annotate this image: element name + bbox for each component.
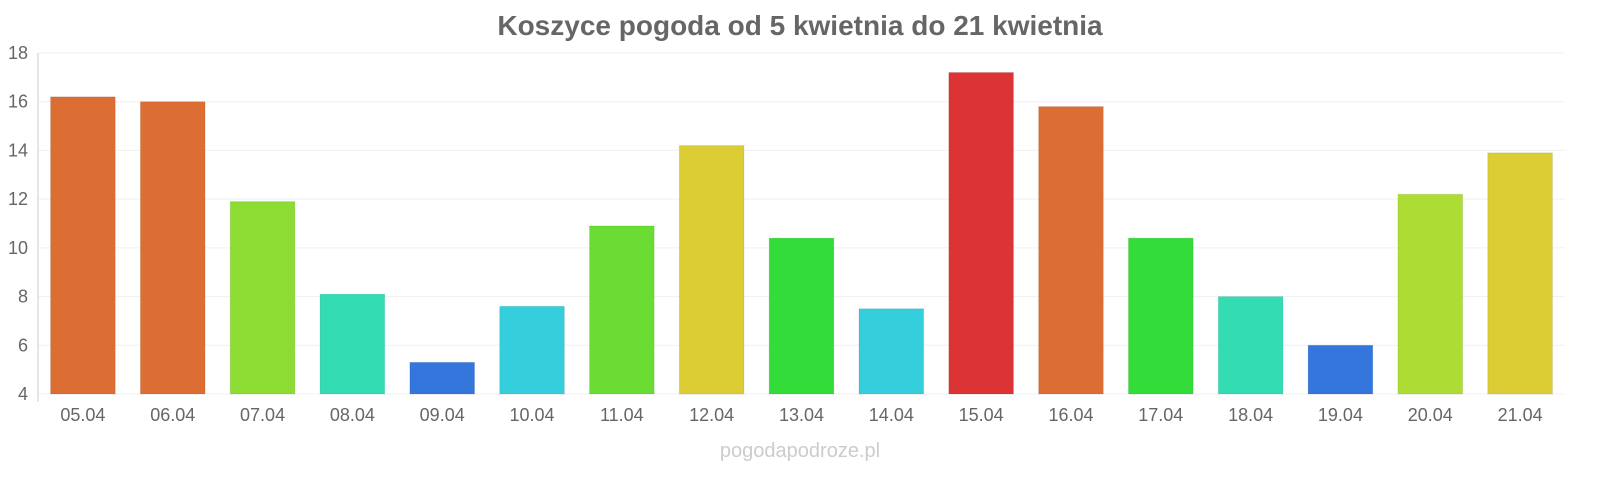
- x-tick-label: 10.04: [510, 405, 555, 425]
- x-tick-label: 08.04: [330, 405, 375, 425]
- x-tick-label: 13.04: [779, 405, 824, 425]
- y-tick-label: 8: [18, 287, 28, 307]
- x-tick-label: 17.04: [1138, 405, 1183, 425]
- bar-17-04: [1127, 237, 1194, 395]
- bar-07-04: [229, 201, 296, 395]
- bar-08-04: [319, 293, 386, 395]
- x-tick-label: 21.04: [1498, 405, 1543, 425]
- bar-21-04: [1487, 152, 1553, 395]
- bar-20-04: [1397, 193, 1464, 395]
- bar-19-04: [1307, 344, 1374, 395]
- chart-title: Koszyce pogoda od 5 kwietnia do 21 kwiet…: [497, 10, 1103, 41]
- bar-14-04: [858, 308, 925, 395]
- x-tick-label: 06.04: [150, 405, 195, 425]
- x-tick-label: 07.04: [240, 405, 285, 425]
- x-tick-label: 09.04: [420, 405, 465, 425]
- x-tick-label: 12.04: [689, 405, 734, 425]
- y-tick-label: 10: [8, 238, 28, 258]
- bar-09-04: [409, 361, 476, 395]
- x-tick-label: 16.04: [1048, 405, 1093, 425]
- bar-18-04: [1217, 296, 1284, 395]
- x-tick-label: 18.04: [1228, 405, 1273, 425]
- footer-watermark: pogodapodroze.pl: [719, 440, 881, 462]
- x-tick-label: 14.04: [869, 405, 914, 425]
- bar-12-04: [678, 145, 745, 395]
- y-tick-label: 18: [8, 43, 28, 63]
- bar-06-04: [139, 101, 206, 395]
- x-tick-label: 11.04: [600, 405, 644, 425]
- y-tick-label: 14: [8, 140, 28, 160]
- y-tick-label: 4: [18, 384, 28, 404]
- x-tick-label: 05.04: [60, 405, 105, 425]
- x-tick-label: 15.04: [959, 405, 1004, 425]
- y-tick-label: 16: [8, 92, 28, 112]
- bar-10-04: [499, 305, 565, 395]
- x-tick-label: 20.04: [1408, 405, 1453, 425]
- bar-05-04: [50, 96, 116, 395]
- y-tick-label: 6: [18, 335, 28, 355]
- y-tick-label: 12: [8, 189, 28, 209]
- bar-15-04: [948, 71, 1014, 395]
- x-tick-label: 19.04: [1318, 405, 1363, 425]
- bar-16-04: [1038, 106, 1104, 395]
- bar-13-04: [768, 237, 835, 395]
- bar-11-04: [589, 225, 655, 395]
